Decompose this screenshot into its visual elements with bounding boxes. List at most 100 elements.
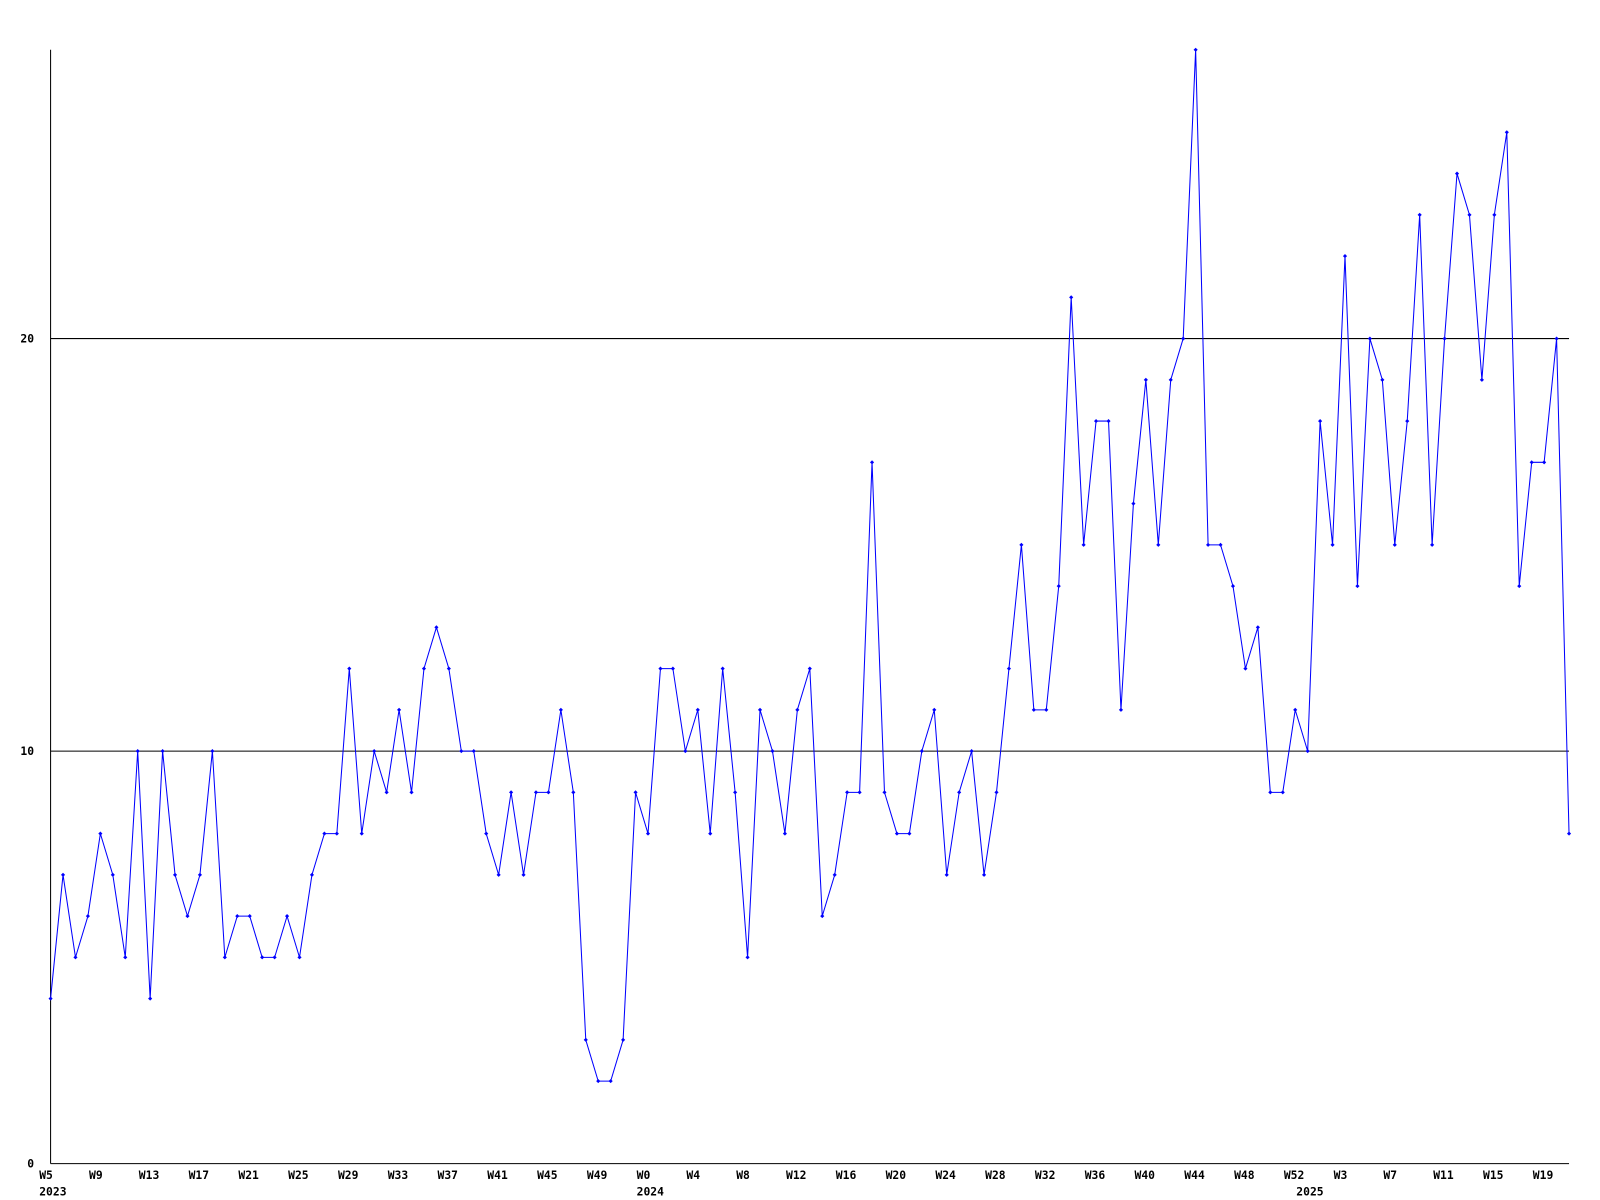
point	[1330, 542, 1335, 547]
point	[98, 831, 103, 836]
x-tick-label: W9	[89, 1168, 103, 1182]
point	[1318, 419, 1323, 424]
point	[1181, 336, 1186, 341]
point	[633, 790, 638, 795]
x-tick-label: W48	[1234, 1168, 1255, 1182]
point	[857, 790, 862, 795]
x-tick-label: W41	[487, 1168, 508, 1182]
point	[1430, 542, 1435, 547]
point	[957, 790, 962, 795]
point	[658, 666, 663, 671]
x-tick-label: W33	[388, 1168, 409, 1182]
point	[1566, 831, 1572, 836]
point	[558, 707, 563, 712]
point	[994, 790, 999, 795]
point	[235, 914, 240, 919]
point	[1118, 707, 1124, 712]
x-tick-label: W16	[836, 1168, 857, 1182]
point	[583, 1037, 588, 1042]
point	[334, 831, 339, 836]
point	[1131, 501, 1136, 506]
point	[471, 749, 476, 754]
point	[1405, 419, 1410, 424]
point	[1081, 542, 1086, 547]
point	[571, 790, 576, 795]
point	[1417, 212, 1422, 217]
point	[135, 749, 140, 754]
x-tick-label: W20	[886, 1168, 907, 1182]
point	[919, 749, 924, 754]
point	[397, 707, 402, 712]
x-group-label: 2024	[637, 1185, 664, 1199]
point	[484, 831, 489, 836]
point	[782, 831, 787, 836]
point	[683, 749, 688, 754]
x-tick-label: W24	[935, 1168, 956, 1182]
point	[322, 831, 327, 836]
point	[272, 955, 277, 960]
point	[1031, 707, 1036, 712]
point	[359, 831, 364, 836]
point	[160, 749, 165, 754]
x-tick-label: W49	[587, 1168, 608, 1182]
point	[1504, 130, 1509, 135]
point	[1006, 666, 1012, 671]
y-tick-label: 0	[27, 1157, 34, 1171]
point	[1442, 336, 1447, 341]
point	[1268, 790, 1273, 795]
point	[496, 872, 501, 877]
point	[882, 790, 887, 795]
point	[745, 955, 750, 960]
point	[795, 707, 800, 712]
point	[260, 955, 265, 960]
point	[1554, 336, 1559, 341]
point	[1156, 542, 1161, 547]
point	[1479, 377, 1484, 382]
point	[1143, 377, 1148, 382]
point	[1492, 212, 1497, 217]
point	[1517, 584, 1522, 589]
x-tick-label: W45	[537, 1168, 558, 1182]
point	[1106, 419, 1111, 424]
x-tick-label: W29	[338, 1168, 359, 1182]
point	[297, 955, 302, 960]
point	[670, 666, 675, 671]
point	[73, 955, 78, 960]
x-tick-label: W11	[1433, 1168, 1454, 1182]
point	[384, 790, 389, 795]
point	[1069, 295, 1074, 300]
point	[1056, 584, 1061, 589]
point	[1019, 542, 1024, 547]
point	[695, 707, 700, 712]
point	[1380, 377, 1385, 382]
point	[148, 996, 153, 1001]
point	[608, 1079, 613, 1084]
point	[372, 749, 377, 754]
point	[981, 872, 987, 877]
point	[770, 749, 775, 754]
point	[446, 666, 451, 671]
x-tick-label: W5	[39, 1168, 53, 1182]
point	[172, 872, 178, 877]
point	[1454, 171, 1460, 176]
x-tick-label: W3	[1334, 1168, 1348, 1182]
point	[932, 707, 937, 712]
point	[1392, 542, 1397, 547]
point	[1367, 336, 1372, 341]
point	[894, 831, 899, 836]
point	[907, 831, 912, 836]
point	[944, 872, 949, 877]
point	[1044, 707, 1049, 712]
x-tick-label: W40	[1135, 1168, 1156, 1182]
x-tick-label: W32	[1035, 1168, 1056, 1182]
point	[421, 666, 427, 671]
point	[1305, 749, 1310, 754]
point	[1218, 542, 1223, 547]
x-tick-label: W25	[288, 1168, 309, 1182]
y-tick-label: 10	[20, 744, 34, 758]
point	[757, 707, 763, 712]
point	[1529, 460, 1534, 465]
point	[820, 914, 825, 919]
